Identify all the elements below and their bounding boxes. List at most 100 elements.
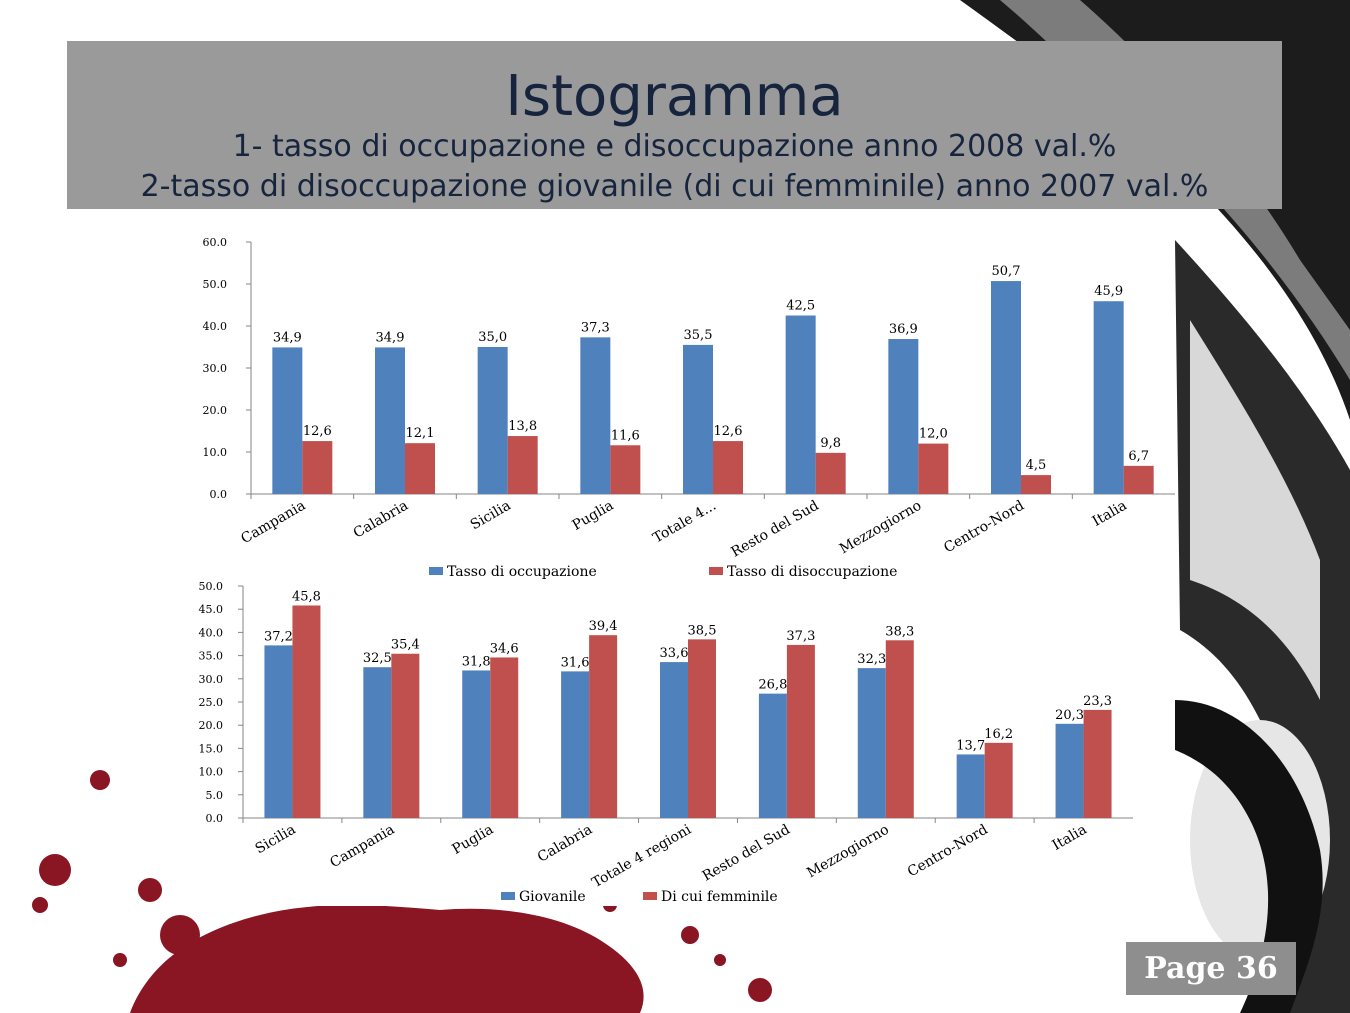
slide-title: Istogramma (505, 64, 844, 129)
title-band: Istogramma 1- tasso di occupazione e dis… (67, 41, 1282, 209)
chart2-data-label: 37,3 (786, 629, 815, 644)
chart2-category-label: Italia (1050, 822, 1090, 854)
chart2-data-label: 31,8 (462, 654, 491, 669)
chart1-data-label: 11,6 (611, 428, 640, 443)
chart1-legend-swatch (429, 567, 443, 575)
chart2-data-label: 35,4 (391, 638, 420, 653)
chart2-category-label: Campania (327, 822, 397, 872)
chart2-bar (589, 635, 618, 818)
chart2-bar (561, 671, 590, 818)
chart1-data-label: 34,9 (376, 330, 405, 345)
chart2-data-label: 31,6 (561, 655, 590, 670)
chart2-legend-swatch (643, 892, 657, 900)
chart1-legend-swatch (709, 567, 723, 575)
chart1-data-label: 45,9 (1094, 284, 1123, 299)
chart2-data-label: 33,6 (660, 646, 689, 661)
chart1-data-label: 35,5 (684, 328, 713, 343)
chart1-bar (610, 445, 641, 494)
chart1-data-label: 12,6 (714, 424, 743, 439)
slide-subtitle-line2: 2-tasso di disoccupazione giovanile (di … (140, 169, 1209, 204)
chart1-data-label: 9,8 (820, 436, 841, 451)
chart1-bar (405, 443, 435, 494)
chart1-category-label: Calabria (351, 498, 411, 542)
charts-canvas: 60.0 50.0 40.0 30.0 20.0 10.0 0.0 34,9 12,6 Campa… (199, 236, 1175, 905)
chart1-bar (375, 347, 405, 494)
chart2-bar (956, 754, 985, 818)
chart1-bar (991, 281, 1021, 494)
chart1-bar (580, 337, 611, 494)
chart1-bar (888, 339, 919, 494)
charts-panel: 60.0 50.0 40.0 30.0 20.0 10.0 0.0 34,9 12,6 Campa… (183, 236, 1175, 906)
chart1-data-label: 42,5 (786, 299, 815, 314)
chart1-y-tick-label: 20.0 (203, 404, 228, 417)
chart2-category-label: Totale 4 regioni (589, 821, 694, 891)
chart1-data-label: 36,9 (889, 322, 918, 337)
chart2-category-label: Resto del Sud (700, 822, 793, 885)
chart1-category-label: Campania (238, 498, 308, 548)
chart1-data-label: 35,0 (478, 330, 507, 345)
chart1-bar (272, 347, 303, 494)
chart1-category-label: Puglia (570, 498, 617, 534)
chart1-data-label: 37,3 (581, 320, 610, 335)
chart2-y-tick-label: 45.0 (199, 603, 224, 616)
chart2-y-tick-label: 10.0 (199, 766, 224, 779)
chart1-bar (918, 443, 949, 494)
chart2-y-tick-label: 35.0 (199, 650, 224, 663)
chart1-y-tick-label: 10.0 (203, 446, 228, 459)
chart1-bar (1021, 475, 1051, 494)
chart1-legend-label: Tasso di disoccupazione (727, 564, 897, 580)
chart1-bar (713, 441, 743, 494)
chart2-y-tick-label: 40.0 (199, 626, 224, 639)
chart2-data-label: 20,3 (1055, 708, 1084, 723)
chart1-data-label: 50,7 (992, 264, 1021, 279)
chart2-bar (688, 639, 716, 818)
chart2-y-tick-label: 20.0 (199, 719, 224, 732)
chart2-legend-label: Di cui femminile (661, 889, 778, 905)
chart2-bar (264, 645, 293, 818)
chart2-category-label: Centro-Nord (905, 822, 991, 881)
chart2-bar (363, 667, 392, 818)
chart1-data-label: 13,8 (508, 419, 537, 434)
chart2-category-label: Puglia (450, 822, 497, 858)
chart1-y-tick-label: 50.0 (203, 278, 228, 291)
chart1-bar (1093, 301, 1124, 494)
chart1-y-tick-label: 60.0 (203, 236, 228, 249)
chart2-bar (1055, 723, 1084, 818)
chart1-bar (302, 441, 333, 494)
chart2-data-label: 13,7 (956, 738, 985, 753)
splatter-illustration (32, 770, 772, 1013)
chart1-category-label: Sicilia (468, 498, 514, 534)
chart2-category-label: Mezzogiorno (804, 822, 892, 882)
chart2-data-label: 23,3 (1083, 694, 1112, 709)
page-number: Page 36 (1126, 942, 1296, 995)
chart1-y-tick-label: 0.0 (210, 488, 228, 501)
chart2-bar (391, 653, 420, 818)
chart1-data-label: 12,1 (406, 426, 435, 441)
chart2-legend-label: Giovanile (519, 889, 586, 905)
chart2-legend-swatch (501, 892, 515, 900)
chart2-data-label: 34,6 (490, 641, 519, 656)
chart2-y-tick-label: 25.0 (199, 696, 224, 709)
chart2-y-tick-label: 15.0 (199, 742, 224, 755)
chart1-bar (1123, 465, 1154, 494)
chart1-category-label: Totale 4... (650, 498, 719, 547)
chart2-data-label: 16,2 (984, 727, 1013, 742)
chart2-data-label: 37,2 (264, 629, 293, 644)
chart1-category-label: Italia (1090, 498, 1130, 530)
chart2-bar (786, 644, 815, 818)
chart2-y-tick-label: 30.0 (199, 673, 224, 686)
chart2-bar (984, 742, 1013, 818)
chart2-bar (462, 670, 491, 818)
chart1-bar (507, 436, 538, 494)
chart2-bar (660, 662, 688, 818)
chart1-legend-label: Tasso di occupazione (447, 564, 597, 580)
chart2-data-label: 32,3 (857, 652, 886, 667)
chart2-category-label: Sicilia (253, 822, 299, 858)
chart2-y-tick-label: 0.0 (206, 812, 224, 825)
chart2-y-tick-label: 5.0 (206, 789, 224, 802)
slide-subtitle-line1: 1- tasso di occupazione e disoccupazione… (232, 129, 1117, 164)
chart1-bar (683, 344, 713, 494)
chart1-y-tick-label: 30.0 (203, 362, 228, 375)
chart1-category-label: Mezzogiorno (837, 498, 925, 558)
chart2-category-label: Calabria (535, 822, 595, 866)
